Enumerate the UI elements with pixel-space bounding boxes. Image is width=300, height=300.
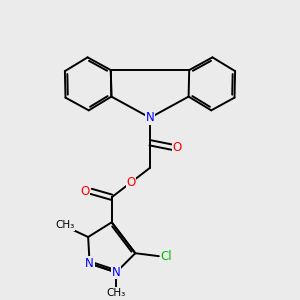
Text: N: N [112,266,121,279]
Text: N: N [85,257,94,270]
Text: O: O [173,141,182,154]
Text: CH₃: CH₃ [55,220,74,230]
Text: O: O [126,176,136,189]
Text: Cl: Cl [160,250,172,263]
Text: N: N [146,111,154,124]
Text: O: O [81,185,90,198]
Text: CH₃: CH₃ [106,288,126,298]
